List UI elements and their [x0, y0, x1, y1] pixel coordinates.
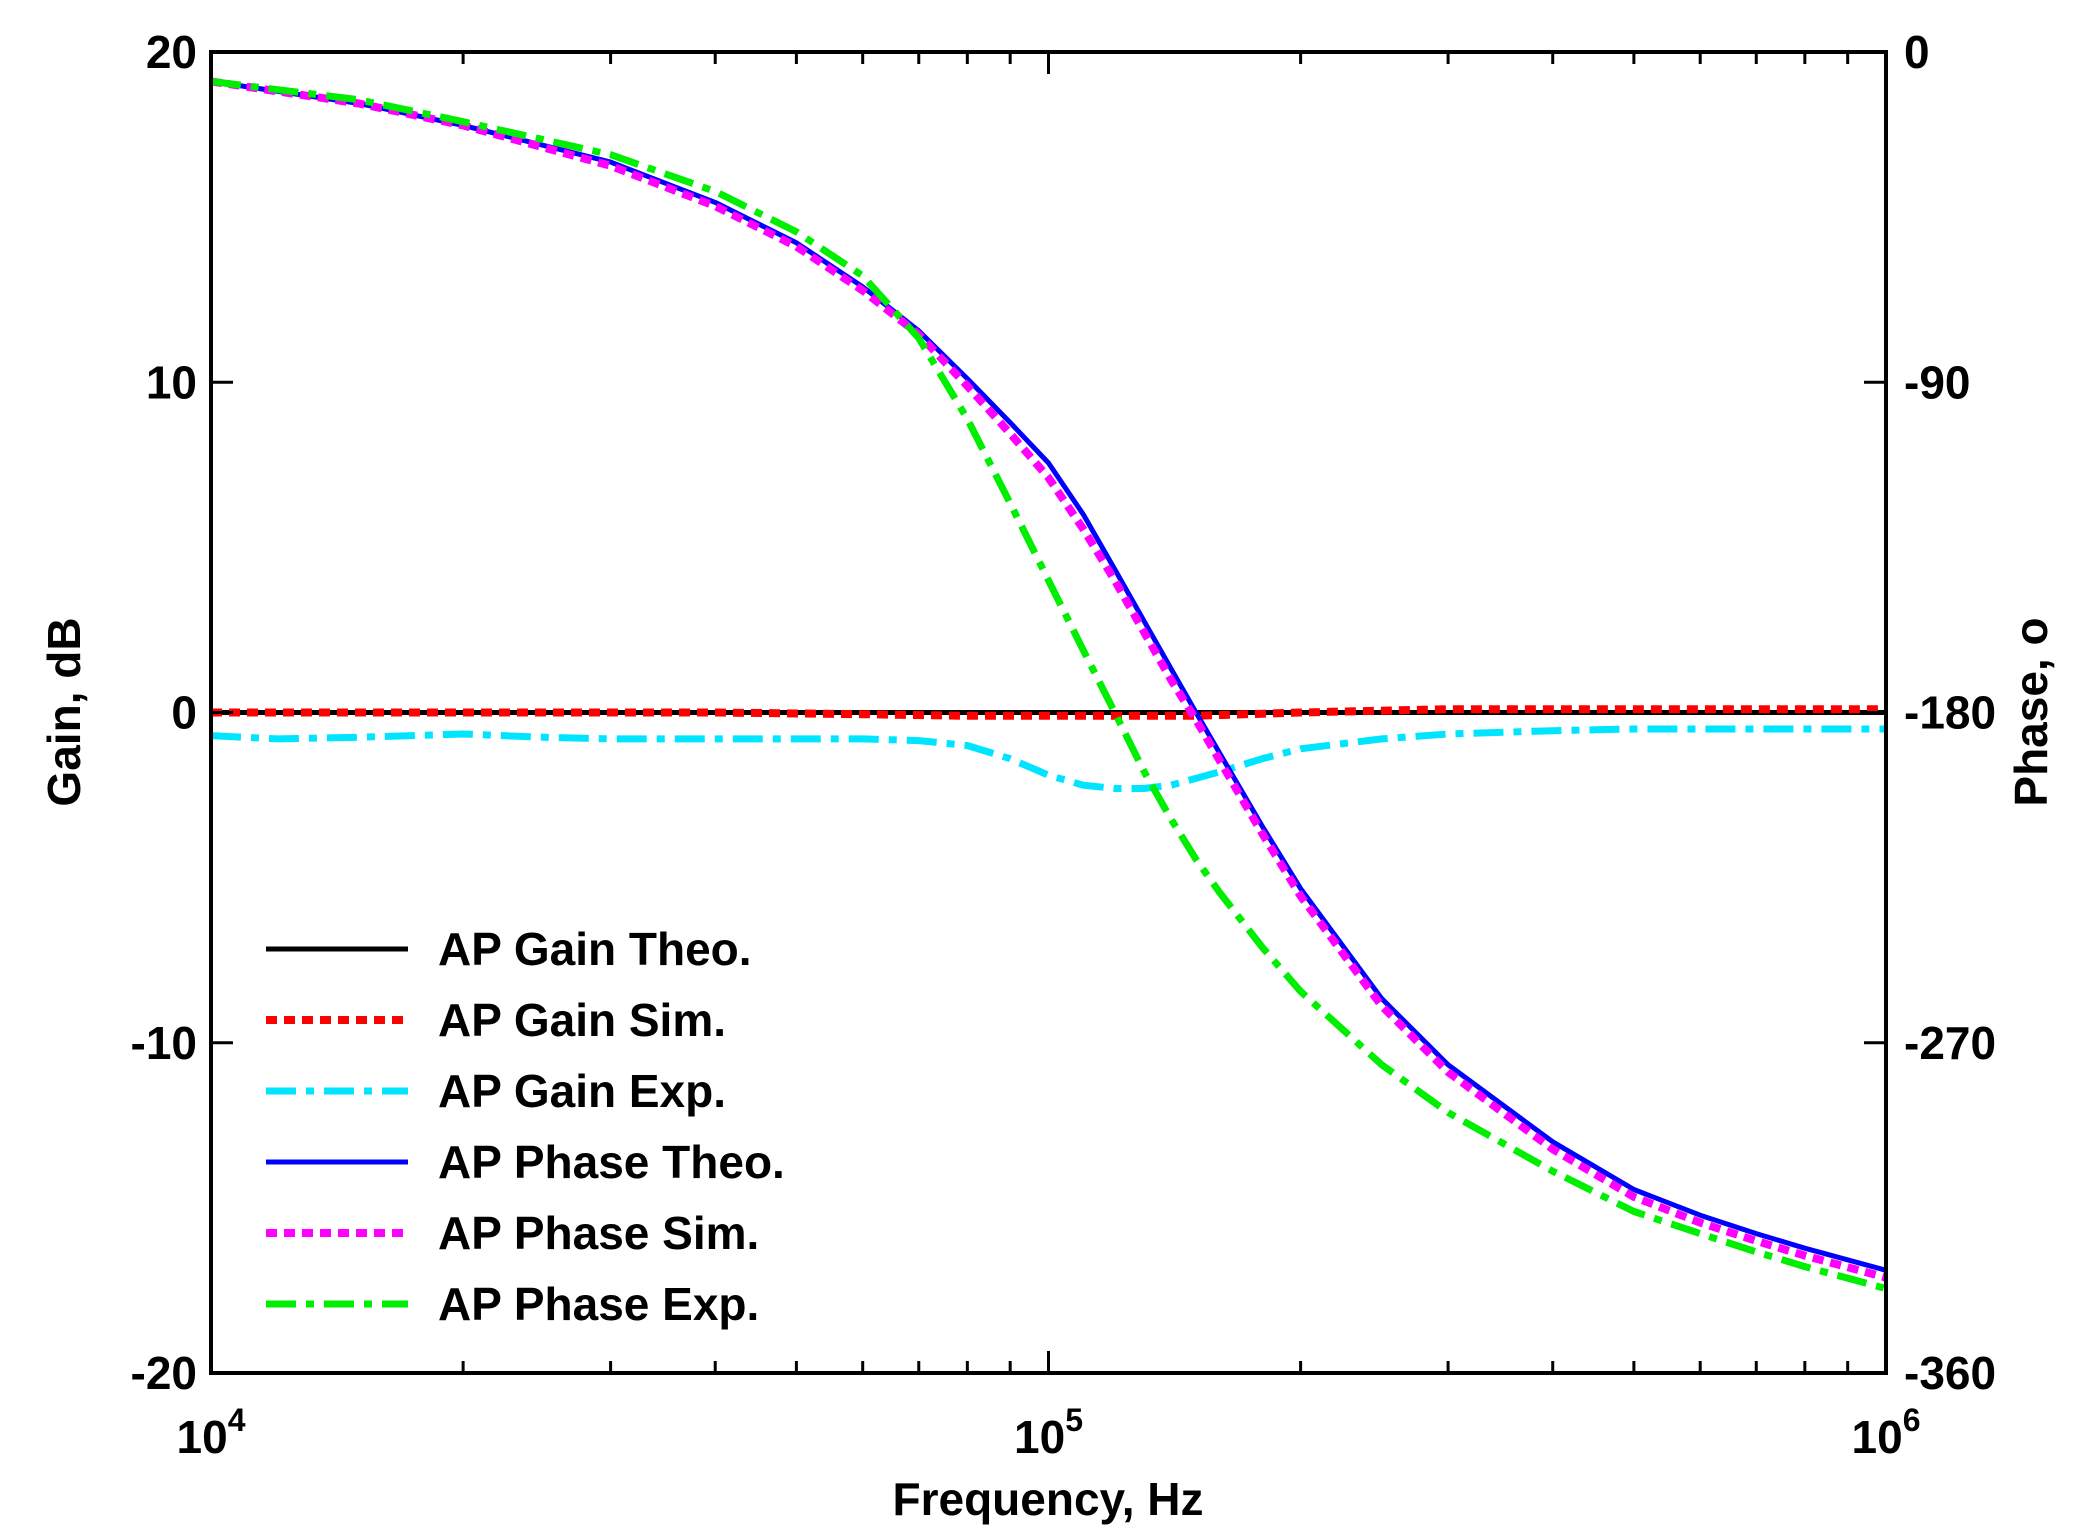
legend: AP Gain Theo. AP Gain Sim. AP Gain Exp. AP … — [266, 923, 785, 1330]
y-left-tick-label: -10 — [131, 1017, 197, 1069]
y-left-tick-label: 0 — [171, 687, 197, 739]
y-right-tick-label: -90 — [1904, 356, 1970, 408]
x-tick-exponent: 4 — [228, 1402, 246, 1438]
y-right-tick-label: -360 — [1904, 1347, 1996, 1399]
x-tick-base: 10 — [177, 1411, 228, 1463]
y-left-tick-label: 10 — [146, 356, 197, 408]
series-line-5 — [210, 77, 1888, 1282]
y-left-tick-label: 20 — [146, 26, 197, 78]
x-tick-exponent: 6 — [1903, 1402, 1921, 1438]
y-axis-right-title: Phase, o — [2005, 617, 2057, 806]
legend-label-5: AP Phase Sim. — [438, 1207, 759, 1259]
x-tick-base: 10 — [1014, 1411, 1065, 1463]
plot-frame — [209, 50, 1888, 1375]
x-axis-title: Frequency, Hz — [893, 1473, 1204, 1525]
x-tick-exponent: 5 — [1065, 1402, 1083, 1438]
legend-label-3: AP Gain Exp. — [438, 1065, 726, 1117]
series-line-3 — [210, 725, 1886, 792]
x-tick-label: 104 — [177, 1402, 246, 1463]
y-axis-left-title: Gain, dB — [38, 617, 90, 806]
series-line-2 — [211, 705, 1886, 720]
y-right-tick-label: -270 — [1904, 1017, 1996, 1069]
series-line-6 — [210, 77, 1887, 1292]
x-tick-base: 10 — [1852, 1411, 1903, 1463]
legend-label-1: AP Gain Theo. — [438, 923, 752, 975]
y-right-tick-label: 0 — [1904, 26, 1930, 78]
x-tick-label: 105 — [1014, 1402, 1083, 1463]
x-tick-label: 106 — [1852, 1402, 1921, 1463]
series-layer — [210, 77, 1888, 1292]
y-left-tick-label: -20 — [131, 1347, 197, 1399]
legend-label-2: AP Gain Sim. — [438, 994, 726, 1046]
y-right-tick-label: -180 — [1904, 687, 1996, 739]
legend-label-4: AP Phase Theo. — [438, 1136, 785, 1188]
legend-label-6: AP Phase Exp. — [438, 1278, 759, 1330]
